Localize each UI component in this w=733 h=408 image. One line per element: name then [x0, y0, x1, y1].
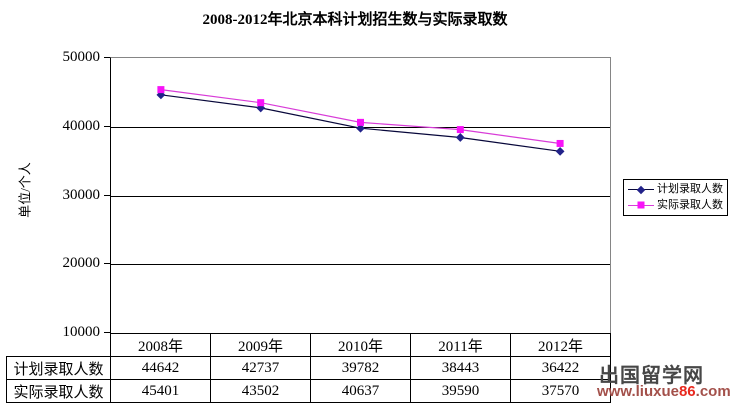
y-tick-mark: [104, 125, 110, 127]
actual-admissions-marker: [357, 118, 364, 126]
year-header-cell: 2012年: [510, 333, 611, 357]
value-cell: 39782: [310, 356, 411, 380]
y-tick-label: 30000: [62, 186, 101, 203]
gridline: [111, 196, 610, 197]
y-tick-mark: [104, 194, 110, 196]
actual-admissions-marker: [157, 86, 165, 94]
planned-admissions-marker: [555, 146, 565, 156]
y-tick-label: 20000: [62, 255, 101, 272]
plot-area: [110, 57, 611, 334]
series-layer: [156, 86, 565, 156]
table-row-planned-admissions: 计划录取人数 44642 42737 39782 38443 36422: [6, 356, 611, 380]
value-cell: 39590: [410, 379, 511, 403]
legend-box: 计划录取人数 实际录取人数: [623, 179, 728, 216]
actual-admissions-marker: [556, 139, 564, 147]
chart-title: 2008-2012年北京本科计划招生数与实际录取数: [202, 12, 508, 28]
legend-label: 实际录取人数: [657, 198, 723, 211]
value-cell: 38443: [410, 356, 511, 380]
planned-admissions-marker: [455, 133, 465, 142]
year-header-cell: 2009年: [210, 333, 311, 357]
y-tick-label: 10000: [62, 324, 101, 340]
value-cell: 36422: [510, 356, 611, 380]
value-cell: 43502: [210, 379, 311, 403]
year-header-cell: 2011年: [410, 333, 511, 357]
data-table-body: 2008年 2009年 2010年 2011年 2012年 计划录取人数 44642 4273…: [6, 333, 611, 403]
legend-sample: [628, 201, 654, 210]
value-cell: 44642: [110, 356, 211, 380]
value-cell: 42737: [210, 356, 311, 380]
watermark-url-suffix: .com: [695, 383, 731, 400]
y-tick-mark: [104, 263, 110, 265]
y-axis-title: 单位/个人: [17, 162, 33, 218]
watermark-site-name: 出国留学网: [599, 365, 704, 387]
legend-sample: [628, 185, 654, 195]
square-marker-icon: [637, 201, 645, 209]
data-table: 2008年 2009年 2010年 2011年 2012年 计划录取人数 44642 4273…: [6, 333, 611, 403]
legend-label: 计划录取人数: [657, 183, 723, 196]
watermark-url-prefix: www.liuxue: [597, 383, 679, 400]
y-tick-mark: [104, 332, 110, 333]
diamond-marker-icon: [636, 185, 646, 195]
table-row-actual-admissions: 实际录取人数 45401 43502 40637 39590 37570: [6, 379, 611, 403]
year-header-cell: 2010年: [310, 333, 411, 357]
row-header-cell: 实际录取人数: [6, 379, 111, 403]
legend-item-planned-admissions: 计划录取人数: [628, 183, 725, 196]
actual-admissions-marker: [257, 99, 265, 107]
watermark-url: www.liuxue86.com: [597, 383, 731, 400]
table-header-row: 2008年 2009年 2010年 2011年 2012年: [7, 333, 611, 357]
legend-item-actual-admissions: 实际录取人数: [628, 199, 725, 212]
value-cell: 40637: [310, 379, 411, 403]
watermark-url-number: 86: [678, 383, 696, 400]
y-tick-label: 40000: [62, 117, 101, 134]
gridline: [111, 264, 610, 265]
actual-admissions-marker: [456, 126, 464, 134]
y-tick-mark: [104, 57, 110, 58]
row-header-cell: 计划录取人数: [6, 356, 111, 380]
value-cell: 45401: [110, 379, 211, 403]
year-header-cell: 2008年: [110, 333, 211, 357]
value-cell: 37570: [510, 379, 611, 403]
y-tick-label: 50000: [62, 49, 101, 65]
actual-admissions-line: [160, 89, 561, 145]
